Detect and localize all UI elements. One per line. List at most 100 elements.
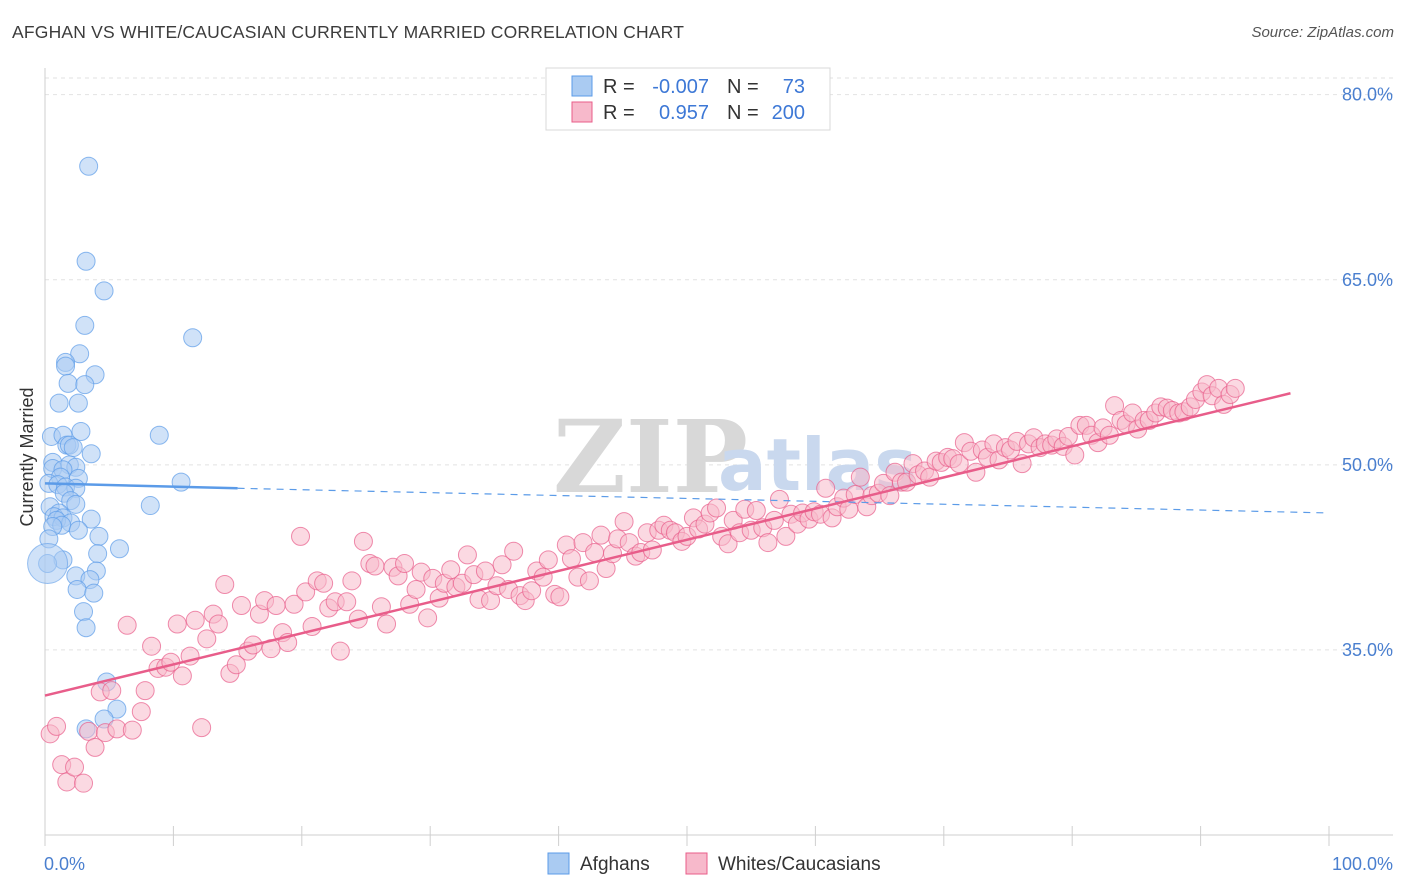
white-point [1058, 426, 1078, 446]
afghan-point [76, 618, 96, 638]
legend-r-label-whites: R = [603, 102, 635, 124]
white-point [707, 498, 727, 518]
white-point [231, 596, 251, 615]
y-axis-label: Currently Married [17, 387, 37, 526]
chart-title: AFGHAN VS WHITE/CAUCASIAN CURRENTLY MARR… [12, 22, 685, 42]
legend-bottom: Afghans Whites/Caucasians [547, 852, 881, 875]
white-point [758, 533, 778, 553]
series-whites [40, 375, 1245, 793]
white-point [850, 467, 870, 487]
legend-r-value-whites: 0.957 [659, 102, 709, 124]
white-point [776, 526, 796, 546]
legend-r-value-afghans: -0.007 [652, 76, 709, 98]
trend-lines [44, 392, 1330, 697]
white-point [122, 720, 142, 740]
white-point [117, 615, 137, 635]
white-point [192, 718, 212, 738]
white-point [296, 582, 316, 602]
y-tick-label: 50.0% [1342, 455, 1393, 475]
afghan-point [66, 494, 86, 514]
axes [44, 68, 1393, 846]
gridlines [45, 77, 1393, 651]
white-point [142, 636, 162, 656]
afghan-point [79, 156, 99, 176]
afghan-point [89, 526, 109, 546]
white-point [746, 500, 766, 520]
white-point [208, 614, 228, 634]
white-point [337, 592, 357, 612]
y-tick-label: 65.0% [1342, 270, 1393, 290]
white-point [135, 681, 155, 701]
legend-top: R = -0.007 N = 73 R = 0.957 N = 200 [545, 67, 831, 131]
white-point [492, 555, 512, 575]
afghan-point [183, 328, 203, 348]
source-label: Source: ZipAtlas.com [1251, 24, 1394, 41]
afghan-point [67, 579, 87, 599]
afghan-trend-line [44, 482, 238, 490]
white-point [215, 575, 235, 595]
afghan-point [58, 373, 78, 393]
afghan-point [171, 472, 191, 492]
legend-swatch-whites [571, 101, 593, 123]
white-point [550, 587, 570, 607]
white-point [79, 721, 99, 741]
white-point [74, 773, 94, 793]
white-point [131, 702, 151, 722]
white-point [441, 560, 461, 580]
legend-r-label-afghans: R = [603, 76, 635, 98]
afghan-point [84, 583, 104, 603]
white-point [377, 614, 397, 634]
afghan-point [94, 281, 114, 301]
legend-n-label-whites: N = [727, 102, 759, 124]
white-point [475, 561, 495, 581]
afghan-point-large [27, 543, 69, 585]
y-tick-label: 80.0% [1342, 85, 1393, 105]
legend-swatch-afghans [571, 75, 593, 97]
white-point [406, 579, 426, 599]
white-point [614, 512, 634, 532]
white-point [353, 531, 373, 551]
white-point [718, 534, 738, 554]
legend-bottom-label-whites: Whites/Caucasians [718, 854, 881, 875]
series-afghans [27, 156, 203, 739]
afghan-point [140, 496, 160, 516]
white-point [371, 597, 391, 617]
white-point [284, 594, 304, 614]
white-point [538, 550, 558, 570]
white-point [769, 489, 789, 509]
y-tick-labels: 35.0% 50.0% 65.0% 80.0% [1342, 85, 1393, 660]
y-tick-label: 35.0% [1342, 640, 1393, 660]
afghan-point [149, 425, 169, 445]
legend-bottom-label-afghans: Afghans [580, 854, 650, 875]
white-point [197, 629, 217, 649]
white-point [65, 757, 85, 777]
white-point [291, 526, 311, 546]
white-point [585, 542, 605, 562]
legend-bottom-swatch-afghans [547, 852, 570, 875]
white-point [1225, 378, 1245, 398]
afghan-point [75, 375, 95, 395]
legend-n-value-whites: 200 [772, 102, 805, 124]
white-point [266, 596, 286, 615]
afghan-point [81, 444, 101, 464]
white-point [167, 614, 187, 634]
legend-bottom-swatch-whites [685, 852, 708, 875]
afghan-point [74, 602, 94, 622]
white-point [314, 573, 334, 593]
afghan-point [107, 699, 127, 719]
white-point [504, 541, 524, 561]
x-tick-label-min: 0.0% [44, 854, 85, 874]
white-point [561, 549, 581, 569]
afghan-point [68, 520, 88, 540]
x-tick-label-max: 100.0% [1332, 854, 1393, 874]
white-point [185, 610, 205, 630]
afghan-point [63, 438, 83, 458]
white-point [522, 581, 542, 601]
white-point [591, 525, 611, 545]
white-point [579, 571, 599, 591]
white-point [816, 478, 836, 498]
afghan-point [49, 393, 69, 413]
afghan-point [109, 539, 129, 559]
legend-top-box [545, 67, 831, 131]
